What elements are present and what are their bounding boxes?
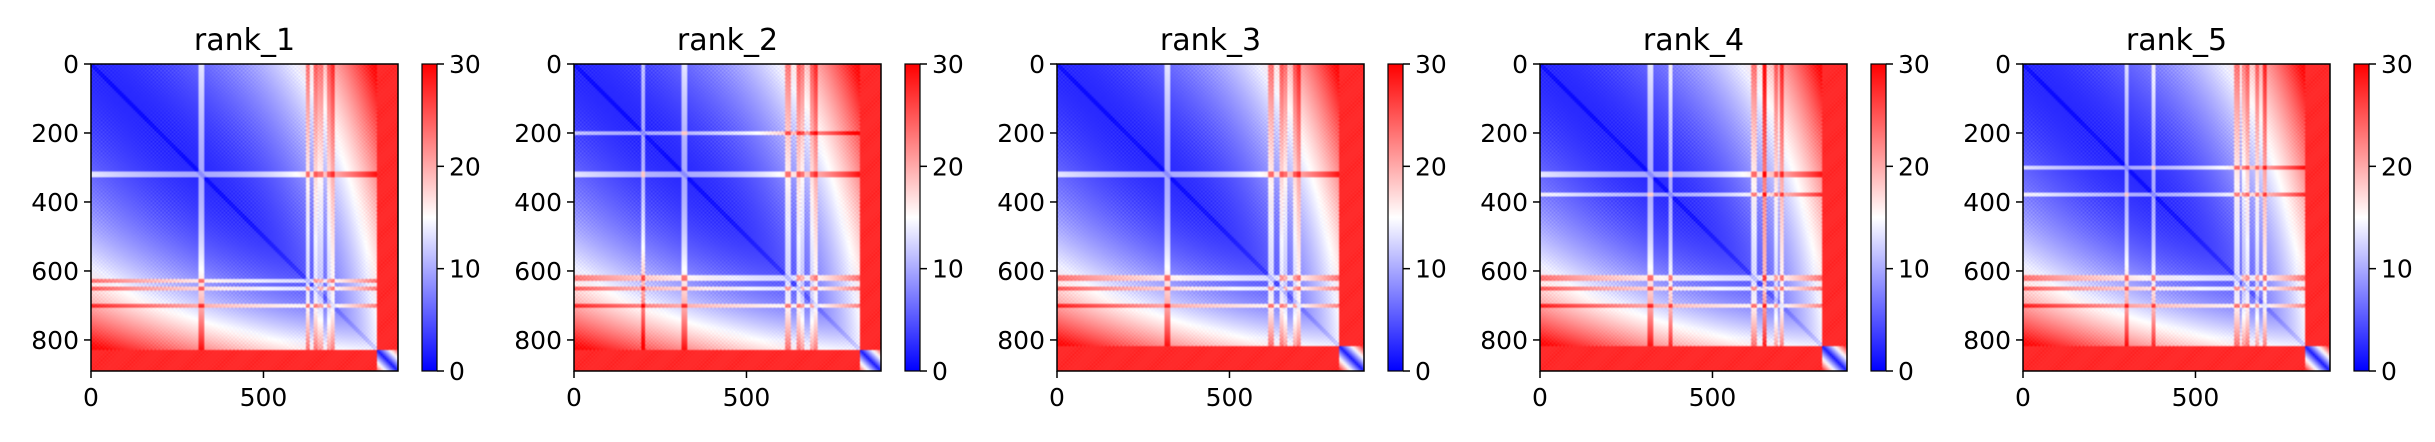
- y-tick-label: 800: [1963, 326, 2011, 355]
- y-tick-label: 200: [1480, 119, 1528, 148]
- y-tick-label: 0: [63, 50, 79, 79]
- y-tick-label: 600: [514, 257, 562, 286]
- colorbar-tick-label: 10: [2381, 255, 2413, 284]
- colorbar: [1870, 63, 1887, 372]
- heatmap-image: [91, 64, 398, 371]
- plot-frame: [573, 63, 882, 372]
- x-tick-label: 0: [566, 383, 582, 412]
- colorbar-tick-label: 30: [932, 50, 964, 79]
- x-tick-label: 0: [83, 383, 99, 412]
- y-tick-label: 800: [31, 326, 79, 355]
- y-tick-label: 800: [1480, 326, 1528, 355]
- colorbar-tick-label: 30: [1415, 50, 1447, 79]
- y-tick-label: 800: [997, 326, 1045, 355]
- colorbar-tick-label: 0: [1898, 357, 1914, 386]
- y-tick-label: 400: [1963, 188, 2011, 217]
- y-tick-label: 600: [31, 257, 79, 286]
- y-tick-label: 600: [1963, 257, 2011, 286]
- colorbar: [421, 63, 438, 372]
- colorbar-tick-label: 20: [1898, 152, 1930, 181]
- chart-title: rank_5: [2126, 23, 2227, 58]
- colorbar-tick-label: 0: [1415, 357, 1431, 386]
- y-tick-label: 400: [31, 188, 79, 217]
- colorbar-tick-label: 0: [449, 357, 465, 386]
- y-tick-label: 800: [514, 326, 562, 355]
- colorbar-tick-label: 10: [932, 255, 964, 284]
- plot-frame: [1056, 63, 1365, 372]
- x-tick-label: 500: [1206, 383, 1254, 412]
- y-tick-label: 200: [31, 119, 79, 148]
- plot-frame: [1539, 63, 1848, 372]
- y-tick-label: 200: [514, 119, 562, 148]
- y-tick-label: 0: [1029, 50, 1045, 79]
- y-tick-label: 600: [997, 257, 1045, 286]
- colorbar-tick-label: 10: [1898, 255, 1930, 284]
- colorbar-tick-label: 30: [1898, 50, 1930, 79]
- colorbar-tick-label: 0: [932, 357, 948, 386]
- colorbar-tick-label: 30: [449, 50, 481, 79]
- x-tick-label: 500: [240, 383, 288, 412]
- y-tick-label: 0: [546, 50, 562, 79]
- colorbar-tick-label: 10: [449, 255, 481, 284]
- y-tick-label: 200: [997, 119, 1045, 148]
- colorbar-tick-label: 20: [932, 152, 964, 181]
- heatmap-image: [574, 64, 881, 371]
- chart-title: rank_4: [1643, 23, 1744, 58]
- colorbar-tick-label: 20: [2381, 152, 2413, 181]
- plot-frame: [90, 63, 399, 372]
- y-tick-label: 0: [1995, 50, 2011, 79]
- x-tick-label: 0: [1049, 383, 1065, 412]
- chart-title: rank_1: [194, 23, 295, 58]
- colorbar-tick-label: 20: [449, 152, 481, 181]
- y-tick-label: 600: [1480, 257, 1528, 286]
- y-tick-label: 200: [1963, 119, 2011, 148]
- colorbar-tick-label: 10: [1415, 255, 1447, 284]
- heatmap-image: [1540, 64, 1847, 371]
- colorbar-tick-label: 30: [2381, 50, 2413, 79]
- y-tick-label: 400: [1480, 188, 1528, 217]
- chart-title: rank_2: [677, 23, 778, 58]
- colorbar: [904, 63, 921, 372]
- heatmap-image: [2023, 64, 2330, 371]
- x-tick-label: 0: [2015, 383, 2031, 412]
- heatmap-image: [1057, 64, 1364, 371]
- plot-frame: [2022, 63, 2331, 372]
- colorbar-tick-label: 0: [2381, 357, 2397, 386]
- colorbar-tick-label: 20: [1415, 152, 1447, 181]
- chart-title: rank_3: [1160, 23, 1261, 58]
- x-tick-label: 500: [1689, 383, 1737, 412]
- x-tick-label: 500: [2172, 383, 2220, 412]
- colorbar: [2353, 63, 2370, 372]
- y-tick-label: 400: [514, 188, 562, 217]
- y-tick-label: 0: [1512, 50, 1528, 79]
- y-tick-label: 400: [997, 188, 1045, 217]
- x-tick-label: 500: [723, 383, 771, 412]
- x-tick-label: 0: [1532, 383, 1548, 412]
- colorbar: [1387, 63, 1404, 372]
